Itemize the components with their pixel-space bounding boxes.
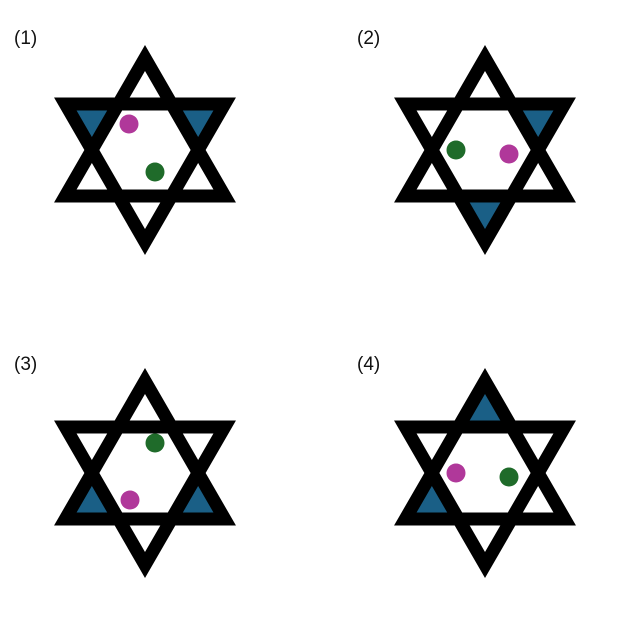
magenta-dot bbox=[499, 144, 519, 164]
hexagram-figure bbox=[54, 45, 236, 255]
triangle-down bbox=[54, 420, 236, 578]
green-dot bbox=[499, 467, 519, 487]
green-dot bbox=[446, 140, 466, 160]
triangle-up bbox=[394, 45, 576, 203]
green-dot bbox=[145, 433, 165, 453]
hexagram-figure bbox=[394, 368, 576, 578]
triangle-down bbox=[54, 97, 236, 255]
panel-label: (1) bbox=[14, 28, 38, 49]
triangle-up bbox=[54, 368, 236, 526]
triangle-up bbox=[394, 368, 576, 526]
triangle-up bbox=[54, 45, 236, 203]
magenta-dot bbox=[119, 114, 139, 134]
panel-label: (4) bbox=[357, 354, 381, 375]
triangle-down bbox=[394, 97, 576, 255]
panel-label: (3) bbox=[14, 354, 38, 375]
magenta-dot bbox=[446, 463, 466, 483]
hexagram-figure bbox=[394, 45, 576, 255]
magenta-dot bbox=[120, 490, 140, 510]
triangle-down bbox=[394, 420, 576, 578]
green-dot bbox=[145, 162, 165, 182]
hexagram-figure bbox=[54, 368, 236, 578]
panel-label: (2) bbox=[357, 28, 381, 49]
